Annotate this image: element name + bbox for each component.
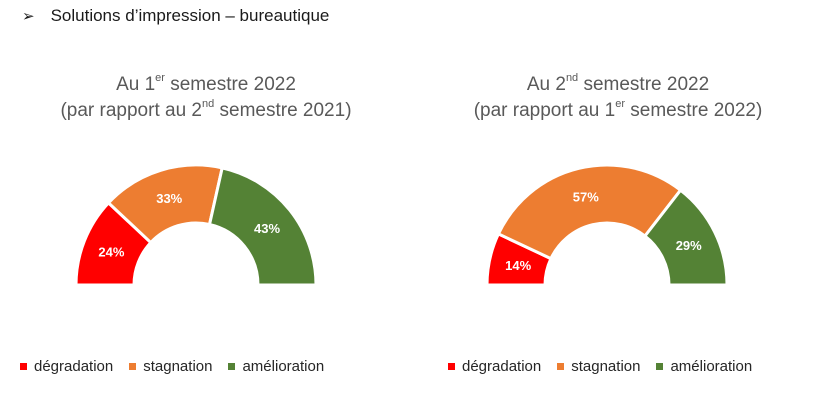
chart-panel-s2: Au 2nd semestre 2022 (par rapport au 1er… [412,0,824,419]
data-label-degradation: 14% [505,258,531,273]
legend-swatch [20,363,27,370]
legend-item-degradation: dégradation [20,358,113,375]
chart-subtitle: (par rapport au 1er semestre 2022) [473,97,763,121]
section-heading: ➢ Solutions d’impression – bureautique [22,6,329,26]
gauge-chart: 14% 57% 29% [485,163,729,287]
chart-title: Au 1er semestre 2022 [116,71,296,95]
chart-legend: dégradation stagnation amélioration [448,358,768,375]
chart-title: Au 2nd semestre 2022 [526,71,710,95]
chart-panel-s1: Au 1er semestre 2022 (par rapport au 2nd… [0,0,412,419]
legend-swatch [656,363,664,370]
legend-item-stagnation: stagnation [129,358,212,375]
legend-swatch [129,363,137,370]
data-label-degradation: 24% [98,245,124,260]
legend-item-stagnation: stagnation [557,358,640,375]
chart-subtitle: (par rapport au 2nd semestre 2021) [60,97,352,121]
data-label-amelioration: 43% [254,221,280,236]
section-title: Solutions d’impression – bureautique [50,6,330,25]
data-label-amelioration: 29% [676,238,702,253]
legend-item-amelioration: amélioration [656,358,752,375]
legend-swatch [448,363,455,370]
legend-swatch [557,363,565,370]
legend-item-amelioration: amélioration [228,358,324,375]
chart-legend: dégradation stagnation amélioration [20,358,340,375]
legend-swatch [228,363,236,370]
gauge-chart: 24% 33% 43% [74,163,318,287]
arrow-bullet-icon: ➢ [22,8,35,25]
data-label-stagnation: 57% [573,190,599,205]
data-label-stagnation: 33% [156,191,182,206]
gauge-segment-amelioration [208,166,318,287]
gauge-segment-amelioration [643,188,729,287]
legend-item-degradation: dégradation [448,358,541,375]
gauge-segment-stagnation [496,163,683,261]
